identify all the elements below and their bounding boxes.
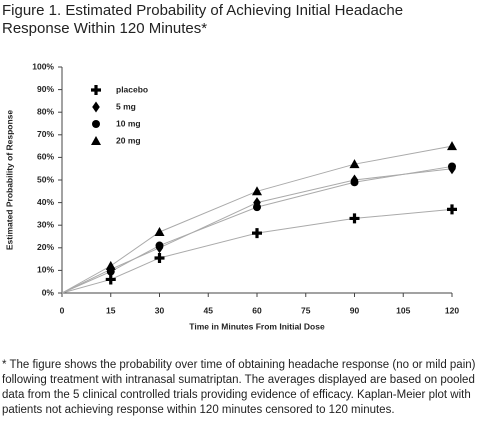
marker bbox=[349, 159, 360, 169]
marker bbox=[252, 186, 262, 196]
y-tick-label: 100% bbox=[32, 61, 54, 71]
x-tick-label: 30 bbox=[155, 305, 165, 315]
series-line bbox=[61, 208, 453, 294]
y-tick-label: 10% bbox=[37, 265, 54, 275]
x-tick-label: 120 bbox=[445, 305, 459, 315]
legend-label: 10 mg bbox=[116, 118, 141, 128]
marker bbox=[349, 213, 360, 224]
marker bbox=[447, 204, 457, 215]
y-tick-label: 70% bbox=[37, 129, 54, 139]
y-tick-label: 0% bbox=[42, 287, 55, 297]
marker bbox=[350, 178, 359, 187]
x-tick-label: 15 bbox=[106, 305, 116, 315]
y-tick-label: 80% bbox=[37, 106, 54, 116]
legend-label: placebo bbox=[116, 84, 148, 94]
legend-label: 20 mg bbox=[116, 135, 141, 145]
x-tick-label: 105 bbox=[396, 305, 410, 315]
legend-marker bbox=[92, 120, 100, 128]
x-axis-label: Time in Minutes From Initial Dose bbox=[189, 321, 325, 331]
legend-marker bbox=[92, 101, 100, 113]
y-tick-label: 90% bbox=[37, 84, 54, 94]
y-tick-label: 60% bbox=[37, 152, 54, 162]
x-tick-label: 45 bbox=[204, 305, 214, 315]
marker bbox=[253, 203, 261, 212]
marker bbox=[154, 252, 165, 263]
marker bbox=[252, 228, 262, 239]
marker bbox=[447, 141, 457, 151]
y-tick-label: 20% bbox=[37, 242, 54, 252]
chart: Estimated Probability of Response Time i… bbox=[4, 61, 459, 331]
legend-marker bbox=[91, 85, 101, 95]
y-tick-label: 50% bbox=[37, 174, 54, 184]
marker bbox=[105, 274, 116, 285]
legend-marker bbox=[91, 136, 101, 145]
footnote: * The figure shows the probability over … bbox=[2, 359, 476, 416]
y-tick-label: 40% bbox=[37, 197, 54, 207]
series-line bbox=[61, 145, 453, 294]
y-axis-label: Estimated Probability of Response bbox=[4, 110, 14, 251]
marker bbox=[155, 241, 164, 250]
x-tick-label: 0 bbox=[60, 305, 65, 315]
legend-label: 5 mg bbox=[116, 101, 136, 111]
series-line bbox=[61, 168, 453, 294]
x-tick-label: 90 bbox=[350, 305, 360, 315]
marker bbox=[105, 260, 116, 270]
chart-title: Figure 1. Estimated Probability of Achie… bbox=[2, 2, 404, 37]
series-line bbox=[61, 165, 453, 294]
marker bbox=[154, 226, 165, 236]
x-tick-label: 60 bbox=[252, 305, 262, 315]
x-tick-label: 75 bbox=[301, 305, 311, 315]
y-tick-label: 30% bbox=[37, 219, 54, 229]
marker bbox=[448, 162, 456, 171]
